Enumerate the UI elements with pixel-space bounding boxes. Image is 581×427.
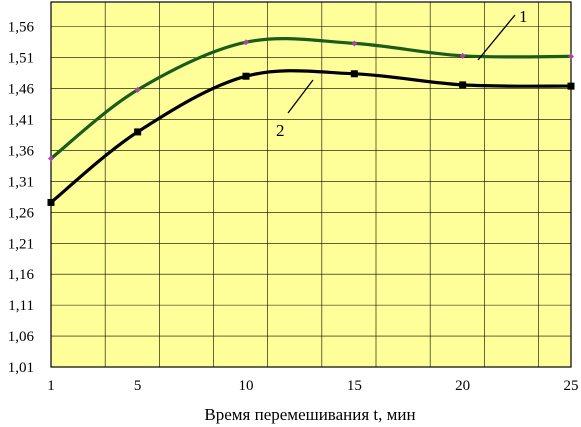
x-tick-label: 10: [239, 378, 254, 394]
y-tick-label: 1,11: [8, 298, 34, 314]
series-1-point: [351, 40, 358, 47]
y-tick-label: 1,46: [8, 82, 35, 98]
x-tick-label: 15: [347, 378, 362, 394]
x-tick-label: 5: [134, 378, 142, 394]
x-axis-ticks: 1 5 10 15 20 25: [47, 378, 578, 394]
y-tick-label: 1,31: [8, 174, 34, 190]
y-tick-label: 1,56: [8, 20, 35, 36]
series-2-point: [350, 70, 358, 78]
series-2-line: [49, 69, 572, 204]
x-tick-label: 1: [47, 378, 55, 394]
y-tick-label: 1,26: [8, 205, 35, 221]
series-1-point: [459, 52, 466, 59]
series-2-point: [459, 81, 467, 89]
series-1-point: [134, 86, 141, 93]
series-1-label: 1: [519, 7, 528, 26]
series-1-point: [48, 155, 54, 162]
series-group: [47, 37, 575, 206]
series-1-label-leader: [477, 14, 516, 61]
plot-frame: [50, 1, 572, 368]
y-tick-label: 1,51: [8, 51, 34, 67]
series-2-point: [242, 72, 250, 80]
grid: [50, 1, 572, 368]
series-2-point: [567, 82, 575, 90]
y-tick-label: 1,01: [8, 360, 34, 376]
series-1-point: [243, 39, 249, 46]
series-2-label: 2: [276, 121, 285, 140]
series-1-point: [568, 53, 574, 60]
series-labels: 1 2: [276, 7, 528, 140]
series-2-point: [134, 128, 142, 136]
series-1-line: [50, 37, 572, 160]
y-tick-label: 1,41: [8, 113, 34, 129]
series-2-point: [47, 198, 55, 206]
x-tick-label: 25: [564, 378, 579, 394]
y-tick-label: 1,36: [8, 143, 35, 159]
y-tick-label: 1,21: [8, 236, 34, 252]
x-axis-title: Время перемешивания t, мин: [204, 405, 415, 424]
x-tick-label: 20: [455, 378, 470, 394]
series-2-label-leader: [287, 79, 314, 114]
y-axis-ticks: 1,01 1,06 1,11 1,16 1,21 1,26 1,31 1,36 1,41 1,46…: [8, 20, 35, 376]
y-tick-label: 1,16: [8, 267, 35, 283]
y-tick-label: 1,06: [8, 329, 35, 345]
